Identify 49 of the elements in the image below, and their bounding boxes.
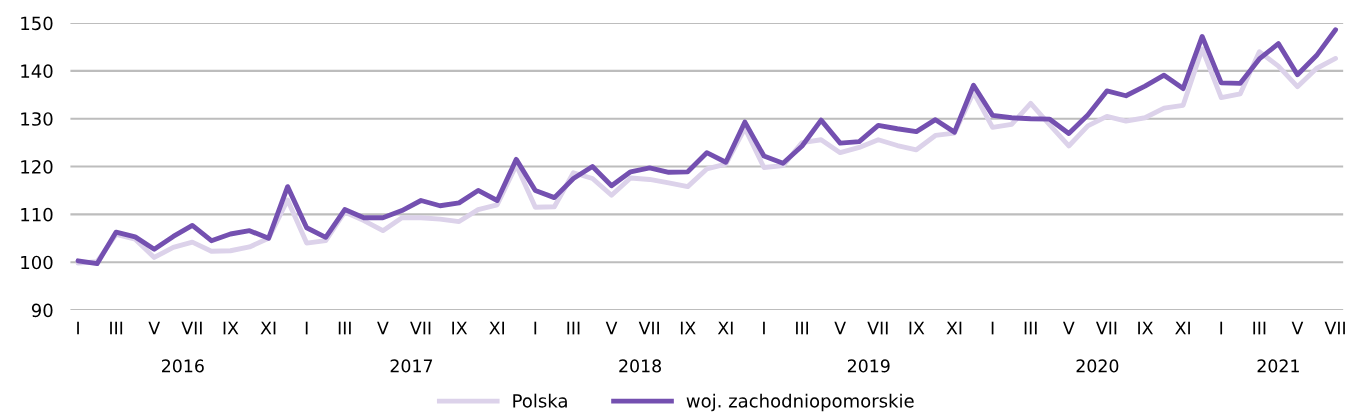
x-tick-label: XI — [717, 321, 733, 335]
x-tick-label: VII — [1324, 321, 1345, 335]
x-tick-label: I — [1220, 321, 1223, 335]
x-tick-label: IX — [223, 321, 239, 335]
x-tick-label: V — [834, 321, 846, 335]
x-tick-label: V — [605, 321, 618, 335]
text: 2020 — [1076, 359, 1119, 373]
x-tick-label: I — [991, 321, 994, 335]
x-tick-label: XI — [489, 321, 504, 335]
text: 2019 — [847, 359, 890, 373]
y-tick-label: 110 — [21, 207, 53, 222]
x-tick-label: VII — [181, 321, 202, 335]
x-tick-label: IX — [452, 321, 468, 335]
y-tick-label: 90 — [31, 303, 53, 318]
x-tick-label: III — [1024, 321, 1037, 335]
text: 2017 — [390, 359, 433, 373]
text: 2021 — [1257, 359, 1299, 373]
x-tick-label: VII — [867, 321, 888, 335]
x-tick-label: I — [305, 321, 308, 335]
x-tick-label: IX — [909, 321, 925, 335]
y-tick-label: 130 — [21, 112, 53, 126]
x-tick-label: VII — [638, 321, 659, 335]
x-tick-label: IX — [1138, 321, 1153, 335]
x-tick-label: I — [763, 321, 765, 335]
x-tick-label: XI — [946, 321, 962, 335]
x-tick-label: IX — [680, 321, 696, 335]
x-tick-label: V — [1063, 321, 1075, 335]
x-tick-label: XI — [260, 321, 276, 335]
x-tick-label: VII — [1095, 321, 1117, 335]
y-tick-label: 150 — [21, 16, 53, 31]
legend-label: woj. zachodniopomorskie — [686, 393, 914, 412]
x-tick-label: XI — [1175, 321, 1190, 335]
x-tick-label: III — [796, 321, 809, 335]
legend-label: Polska — [513, 393, 567, 408]
x-tick-label: III — [1253, 321, 1266, 335]
x-tick-label: V — [1291, 321, 1304, 335]
x-tick-label: VII — [410, 321, 431, 335]
text: 2018 — [619, 359, 661, 373]
y-tick-label: 120 — [21, 160, 53, 174]
text: 2016 — [162, 359, 204, 373]
x-tick-label: I — [534, 321, 537, 335]
x-tick-label: V — [377, 321, 389, 335]
y-tick-label: 140 — [21, 64, 53, 78]
y-tick-label: 100 — [21, 255, 53, 270]
x-tick-label: III — [110, 321, 123, 335]
x-tick-label: V — [148, 321, 161, 335]
x-tick-label: III — [338, 321, 351, 335]
x-tick-label: III — [567, 321, 580, 335]
x-tick-label: I — [77, 321, 79, 335]
